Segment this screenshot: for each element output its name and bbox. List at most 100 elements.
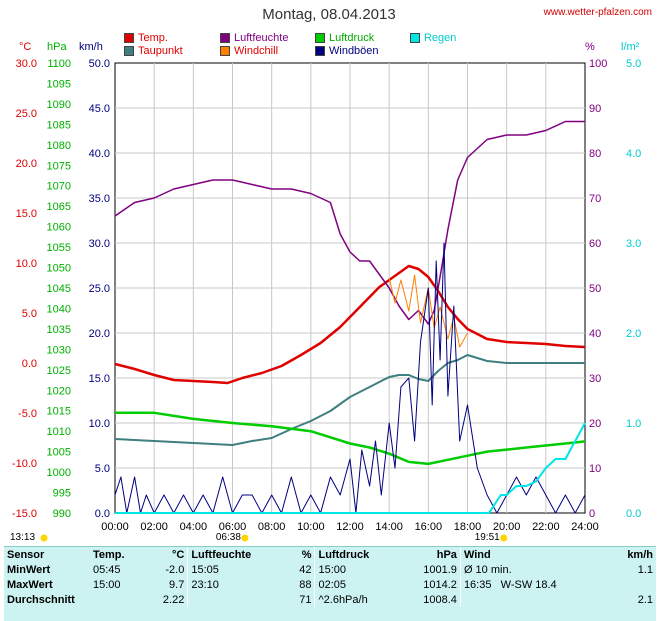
axis-tick-label-humidity: 10 [589,463,601,475]
moon-icon [40,534,48,542]
stats-panel: Sensor Temp. °C Luftfeuchte % Luftdruck … [4,546,656,621]
axis-tick-label-wind: 35.0 [89,193,110,205]
x-tick-label: 18:00 [454,521,482,533]
stats-row-avg: Durchschnitt 2.22 71 ^2.6hPa/h 1008.4 2.… [4,592,656,607]
x-tick-label: 12:00 [336,521,364,533]
series-line-windb-en [114,242,586,514]
axis-unit-pressure: hPa [47,41,67,53]
stats-header-humidity: Luftfeuchte [187,547,287,562]
axis-tick-label-temp: 30.0 [16,58,37,70]
axis-tick-label-pressure: 1090 [47,99,71,111]
axis-tick-label-pressure: 1080 [47,140,71,152]
axis-tick-label-temp: -15.0 [12,508,37,520]
axis-tick-label-pressure: 1070 [47,181,71,193]
stats-header-row: Sensor Temp. °C Luftfeuchte % Luftdruck … [4,547,656,562]
x-tick-label: 08:00 [258,521,286,533]
legend-label-luftfeuchte: Luftfeuchte [234,32,289,44]
stats-cell [609,577,656,592]
axis-tick-label-humidity: 70 [589,193,601,205]
axis-tick-label-humidity: 40 [589,328,601,340]
legend-item-windboeen: Windböen [315,45,379,57]
axis-tick-label-wind: 50.0 [89,58,110,70]
legend-swatch-luftfeuchte [220,33,230,43]
legend-item-taupunkt: Taupunkt [124,45,183,57]
axis-tick-label-humidity: 90 [589,103,601,115]
axis-tick-label-temp: 15.0 [16,208,37,220]
x-tick-label: 00:00 [101,521,129,533]
axis-tick-label-pressure: 1085 [47,119,71,131]
stats-cell: 2.22 [162,593,185,606]
x-tick-label: 20:00 [493,521,521,533]
stats-cell: 23:10 [187,577,287,592]
x-tick-label: 14:00 [375,521,403,533]
x-tick-label: 24:00 [571,521,599,533]
axis-tick-label-temp: 20.0 [16,158,37,170]
x-tick-label: 04:00 [180,521,208,533]
stats-header-humidity-unit: % [301,548,312,561]
series-line-taupunkt [114,354,585,446]
legend-swatch-windboeen [315,46,325,56]
axis-unit-rain: l/m² [621,41,640,53]
axis-tick-label-temp: 0.0 [22,358,37,370]
sunrise-time: 06:38 [216,532,241,543]
axis-tick-label-pressure: 1005 [47,447,71,459]
sunset-icon [500,534,508,542]
stats-header-pressure-unit: hPa [436,548,457,561]
axis-tick-label-pressure: 1015 [47,406,71,418]
axis-tick-label-pressure: 1055 [47,242,71,254]
axis-tick-label-rain: 4.0 [626,148,641,160]
axis-tick-label-wind: 25.0 [89,283,110,295]
axis-tick-label-pressure: 1095 [47,78,71,90]
stats-cell: 02:05 [314,577,401,592]
legend-item-regen: Regen [410,32,456,44]
axis-tick-label-humidity: 60 [589,238,601,250]
series-line-temp- [114,264,586,385]
axis-tick-label-pressure: 1100 [47,58,71,70]
stats-cell: ^2.6hPa/h [314,592,401,607]
stats-cell: 88 [299,578,312,591]
stats-cell: 15:05 [187,562,287,577]
series-line-luftdruck [115,411,586,466]
legend-label-regen: Regen [424,32,457,44]
axis-tick-label-wind: 0.0 [95,508,110,520]
legend-swatch-luftdruck [315,33,325,43]
axis-tick-label-pressure: 1035 [47,324,71,336]
legend-item-luftdruck: Luftdruck [315,32,374,44]
axis-tick-label-humidity: 100 [589,58,607,70]
stats-cell: 1014.2 [423,578,457,591]
series-line-luftfeuchte [114,120,585,325]
legend-swatch-taupunkt [124,46,134,56]
stats-cell: 15:00 [93,578,121,591]
legend-label-windboeen: Windböen [329,45,379,57]
axis-tick-label-humidity: 0 [589,508,595,520]
axis-tick-label-pressure: 1020 [47,385,71,397]
site-link[interactable]: www.wetter-pfalzen.com [543,7,652,18]
axis-tick-label-wind: 20.0 [89,328,110,340]
axis-tick-label-pressure: 1030 [47,344,71,356]
stats-cell: Durchschnitt [7,593,75,606]
legend-item-temp: Temp. [124,32,168,44]
axis-tick-label-pressure: 1060 [47,222,71,234]
axis-tick-label-temp: 25.0 [16,108,37,120]
axis-tick-label-pressure: 1025 [47,365,71,377]
axis-tick-label-temp: 10.0 [16,258,37,270]
legend-swatch-windchill [220,46,230,56]
x-tick-label: 06:00 [219,521,247,533]
axis-tick-label-wind: 10.0 [89,418,110,430]
axis-unit-temp: °C [19,41,31,53]
axis-tick-label-temp: -10.0 [12,458,37,470]
axis-tick-label-wind: 30.0 [89,238,110,250]
stats-cell: 05:45 [93,563,121,576]
stats-cell [90,592,146,607]
sunset-time: 19:51 [475,532,500,543]
moonrise-time: 13:13 [10,532,35,543]
axis-tick-label-pressure: 995 [53,488,71,500]
stats-header-temp-unit: °C [171,548,185,561]
legend-item-luftfeuchte: Luftfeuchte [220,32,288,44]
axis-tick-label-humidity: 80 [589,148,601,160]
stats-header-wind-unit: km/h [627,548,653,561]
stats-header-wind: Wind [459,547,609,562]
sunrise-icon [241,534,249,542]
stats-table: Sensor Temp. °C Luftfeuchte % Luftdruck … [4,547,656,607]
axis-unit-humidity: % [585,41,595,53]
